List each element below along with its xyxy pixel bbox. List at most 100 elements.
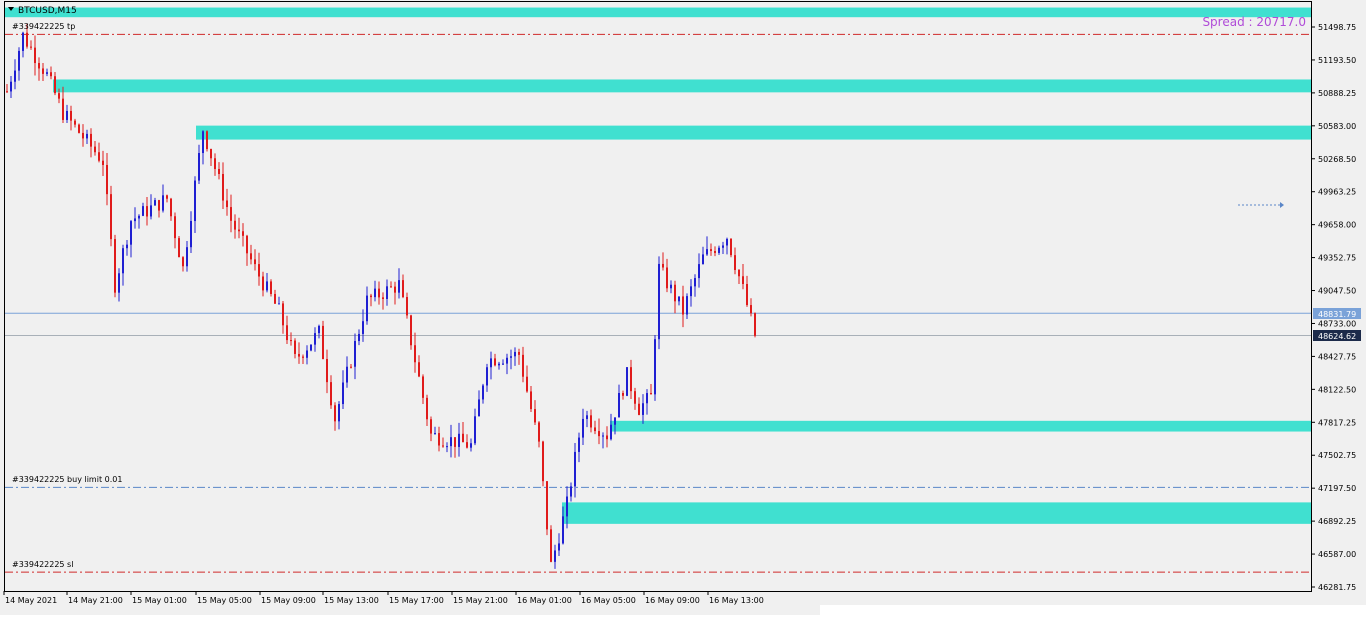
- bull-candle: [186, 247, 188, 267]
- bull-candle: [554, 550, 556, 562]
- bear-candle: [598, 431, 600, 437]
- bull-candle: [690, 286, 692, 297]
- bull-candle: [506, 357, 508, 364]
- bear-candle: [682, 296, 684, 315]
- bear-candle: [102, 160, 104, 165]
- bear-candle: [550, 529, 552, 562]
- bear-candle: [710, 249, 712, 252]
- bear-candle: [34, 47, 36, 64]
- bear-candle: [274, 293, 276, 304]
- bear-candle: [110, 194, 112, 240]
- bear-candle: [538, 422, 540, 442]
- time-tick-label: 16 May 05:00: [581, 596, 636, 605]
- bear-candle: [730, 238, 732, 256]
- bull-candle: [66, 110, 68, 120]
- bear-candle: [218, 168, 220, 175]
- bear-candle: [518, 351, 520, 355]
- sl-order-label: #339422225 sl: [12, 560, 73, 569]
- bottom-scroll-area[interactable]: [820, 605, 1366, 615]
- time-tick-label: 15 May 21:00: [453, 596, 508, 605]
- bull-candle: [646, 393, 648, 404]
- zone-50900[interactable]: [53, 79, 1311, 93]
- bear-candle: [166, 195, 168, 199]
- zone-top[interactable]: [5, 7, 1311, 18]
- symbol-label: BTCUSD,M15: [18, 6, 77, 16]
- bull-candle: [338, 404, 340, 422]
- bull-candle: [446, 446, 448, 448]
- bull-candle: [510, 356, 512, 358]
- bull-candle: [86, 133, 88, 139]
- bull-candle: [558, 543, 560, 551]
- bear-candle: [370, 295, 372, 298]
- bull-candle: [694, 278, 696, 287]
- bear-candle: [350, 366, 352, 368]
- bull-candle: [478, 399, 480, 417]
- price-tick-label: 49658.00: [1318, 221, 1356, 230]
- zone-47000[interactable]: [562, 502, 1311, 524]
- bull-candle: [482, 385, 484, 400]
- zone-47800[interactable]: [610, 420, 1311, 432]
- bull-candle: [14, 70, 16, 82]
- bear-candle: [738, 269, 740, 277]
- bull-candle: [474, 416, 476, 444]
- bear-candle: [146, 206, 148, 217]
- bear-candle: [74, 120, 76, 125]
- chart-shift-arrow-icon[interactable]: [1280, 202, 1284, 208]
- bull-candle: [434, 433, 436, 435]
- bear-candle: [54, 76, 56, 94]
- bull-candle: [654, 339, 656, 395]
- bear-candle: [114, 239, 116, 293]
- bear-candle: [322, 325, 324, 360]
- price-tick-label: 51498.75: [1318, 23, 1356, 32]
- time-tick-label: 15 May 13:00: [324, 596, 379, 605]
- bull-candle: [698, 264, 700, 279]
- bull-candle: [150, 205, 152, 217]
- bear-candle: [238, 229, 240, 232]
- price-tick-label: 47817.25: [1318, 418, 1356, 427]
- time-tick-label: 15 May 01:00: [132, 596, 187, 605]
- bear-candle: [754, 313, 756, 336]
- bull-candle: [398, 280, 400, 293]
- bear-candle: [662, 263, 664, 268]
- bull-candle: [610, 424, 612, 440]
- zone-50500[interactable]: [196, 125, 1311, 140]
- bear-candle: [674, 284, 676, 302]
- bear-candle: [462, 433, 464, 443]
- bull-candle: [366, 295, 368, 322]
- bear-candle: [406, 297, 408, 316]
- bull-candle: [374, 288, 376, 298]
- bull-candle: [642, 403, 644, 415]
- bear-candle: [226, 200, 228, 208]
- bear-candle: [378, 288, 380, 298]
- price-tick-label: 50583.00: [1318, 122, 1356, 131]
- price-tick-label: 50888.25: [1318, 89, 1356, 98]
- bull-candle: [198, 153, 200, 181]
- bear-candle: [78, 124, 80, 133]
- bear-candle: [298, 353, 300, 357]
- price-tick-label: 48427.75: [1318, 352, 1356, 361]
- bull-candle: [626, 367, 628, 396]
- bull-candle: [578, 437, 580, 452]
- bull-candle: [618, 393, 620, 418]
- bull-candle: [458, 433, 460, 447]
- bear-candle: [210, 149, 212, 159]
- bear-candle: [750, 305, 752, 314]
- bear-candle: [286, 325, 288, 341]
- chevron-down-icon[interactable]: [8, 7, 14, 11]
- bear-candle: [50, 72, 52, 77]
- bear-candle: [410, 315, 412, 346]
- bull-candle: [202, 131, 204, 154]
- bear-candle: [334, 405, 336, 422]
- price-tick-label: 49047.50: [1318, 287, 1356, 296]
- bull-candle: [470, 443, 472, 448]
- bull-candle: [706, 249, 708, 255]
- bear-candle: [430, 419, 432, 434]
- bear-candle: [666, 267, 668, 289]
- bull-candle: [18, 50, 20, 71]
- bear-candle: [522, 354, 524, 377]
- bear-candle: [250, 253, 252, 260]
- bull-candle: [314, 333, 316, 345]
- bear-candle: [630, 367, 632, 392]
- time-tick-label: 15 May 05:00: [197, 596, 252, 605]
